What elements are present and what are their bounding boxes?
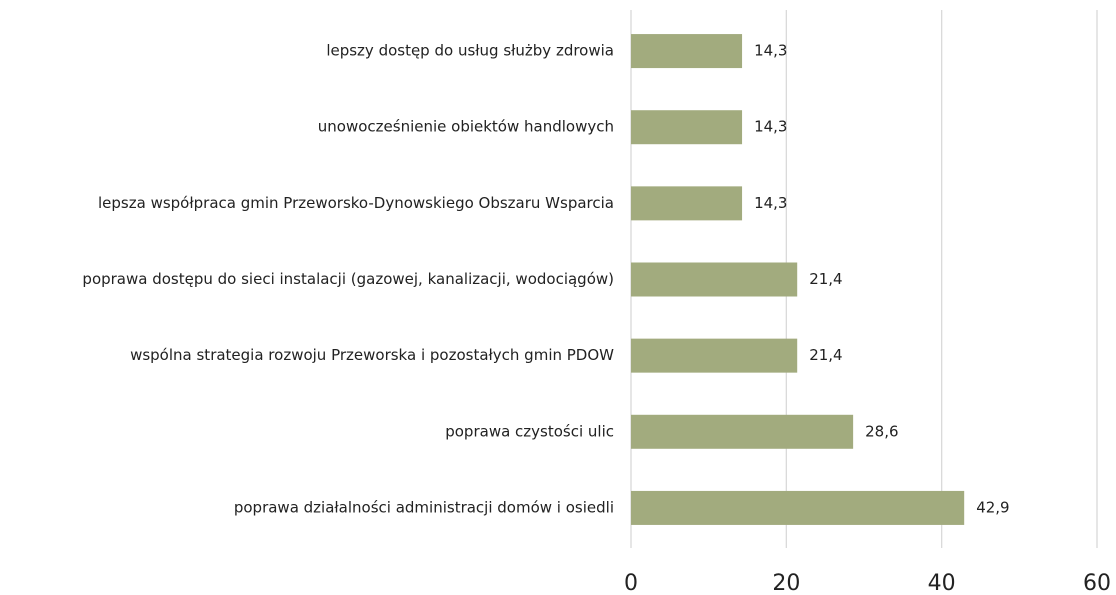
category-label: poprawa dostępu do sieci instalacji (gaz… — [82, 270, 614, 288]
value-label: 21,4 — [809, 346, 842, 364]
value-label: 21,4 — [809, 270, 842, 288]
category-label: lepsza współpraca gmin Przeworsko-Dynows… — [98, 194, 614, 212]
category-label: unowocześnienie obiektów handlowych — [318, 118, 614, 136]
bar — [631, 186, 743, 221]
x-tick-label: 20 — [772, 571, 800, 595]
bar — [631, 414, 854, 449]
bar — [631, 34, 743, 69]
value-label: 28,6 — [865, 422, 898, 440]
category-label: poprawa działalności administracji domów… — [234, 498, 614, 516]
x-tick-label: 0 — [624, 571, 638, 595]
bar — [631, 262, 798, 297]
value-label: 14,3 — [754, 194, 787, 212]
value-label: 42,9 — [976, 498, 1009, 516]
category-label: wspólna strategia rozwoju Przeworska i p… — [130, 346, 614, 364]
bar — [631, 110, 743, 145]
bar — [631, 490, 965, 525]
category-label: lepszy dostęp do usług służby zdrowia — [326, 42, 614, 60]
bar — [631, 338, 798, 373]
value-label: 14,3 — [754, 118, 787, 136]
x-tick-label: 60 — [1083, 571, 1111, 595]
category-label: poprawa czystości ulic — [445, 422, 614, 440]
value-label: 14,3 — [754, 42, 787, 60]
x-tick-label: 40 — [928, 571, 956, 595]
